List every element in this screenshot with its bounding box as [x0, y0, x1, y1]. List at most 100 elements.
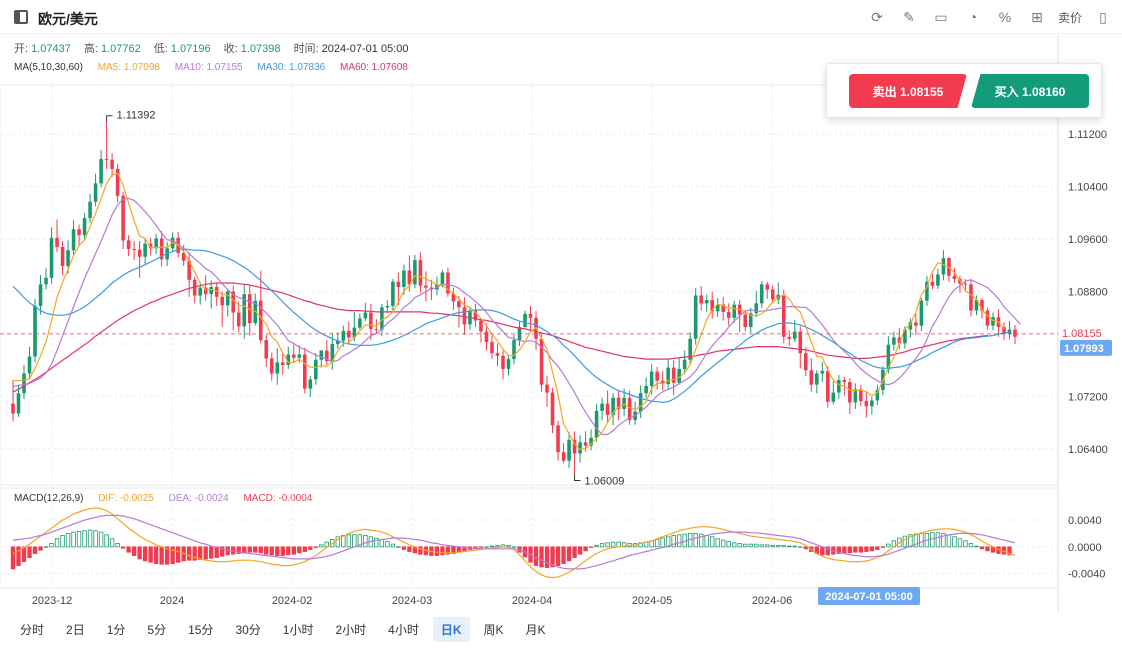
grid-icon[interactable]: ⊞: [1031, 8, 1043, 25]
candle-body: [418, 260, 423, 286]
candle-body: [870, 400, 874, 407]
period-10[interactable]: 周K: [483, 622, 504, 637]
macd-bar: [445, 546, 451, 555]
macd-bar: [120, 546, 126, 549]
period-11[interactable]: 月K: [525, 622, 546, 637]
candle-body: [11, 403, 15, 414]
layout-icon[interactable]: ▯: [1099, 8, 1107, 25]
period-5[interactable]: 30分: [235, 622, 261, 637]
macd-tick-label: -0.0040: [1068, 569, 1105, 581]
candle-body: [754, 303, 759, 314]
candle-body: [38, 284, 43, 306]
macd-bar: [253, 546, 258, 553]
candle-body: [765, 284, 770, 290]
macd-bar: [732, 542, 737, 548]
candle-body: [1002, 326, 1006, 335]
candle-body: [402, 270, 406, 287]
candle-body: [991, 317, 995, 326]
candle-body: [148, 243, 153, 249]
percent-icon[interactable]: %: [998, 9, 1012, 25]
candle-body: [473, 310, 478, 321]
period-4[interactable]: 15分: [188, 622, 214, 637]
buy-button[interactable]: 买入 1.08160: [971, 74, 1089, 108]
period-8[interactable]: 4小时: [388, 622, 419, 637]
candle-body: [501, 355, 505, 369]
candle-body: [528, 313, 533, 318]
macd-bar: [197, 546, 203, 560]
candle-body: [710, 300, 714, 312]
candle-body: [859, 389, 863, 402]
candle-body: [539, 338, 544, 385]
trade-panel: 卖出 1.08155 买入 1.08160: [826, 63, 1102, 118]
macd-bar: [759, 544, 764, 548]
draw-icon[interactable]: ✎: [903, 8, 915, 25]
sidebar-toggle-icon[interactable]: [14, 10, 28, 24]
sell-button[interactable]: 卖出 1.08155: [849, 74, 967, 108]
price-tick-label: 1.08800: [1068, 287, 1108, 299]
ma30-legend: MA30: 1.07836: [257, 62, 326, 73]
macd-bar: [913, 533, 919, 548]
macd-bar: [291, 546, 296, 555]
price-tick-label: 1.07200: [1068, 391, 1108, 403]
period-0[interactable]: 分时: [20, 622, 45, 637]
macd-bar: [126, 546, 131, 553]
macd-bar: [836, 546, 842, 554]
candle-body: [347, 330, 351, 338]
macd-bar: [401, 546, 407, 550]
macd-bar: [533, 546, 539, 566]
candle-body: [936, 274, 940, 286]
macd-bar: [286, 546, 291, 556]
candle-body: [181, 252, 186, 261]
candle-body: [963, 283, 968, 285]
candle-body: [44, 277, 48, 285]
sell-price-toggle[interactable]: 卖价: [1057, 10, 1082, 25]
chart-canvas[interactable]: 1.112001.104001.096001.088001.080001.072…: [0, 0, 1122, 612]
macd-bar: [853, 546, 858, 553]
ma60-legend: MA60: 1.07608: [339, 62, 408, 73]
candle-body: [132, 248, 136, 250]
candle-body: [583, 442, 588, 446]
candle-body: [693, 295, 698, 339]
period-6[interactable]: 1小时: [282, 622, 314, 637]
refresh-icon[interactable]: ⟳: [871, 8, 883, 25]
candle-body: [550, 392, 555, 426]
candle-body: [71, 229, 76, 251]
period-selector: 分时 2日 1分 5分 15分 30分 1小时 2小时 4小时 日K 周K 月K: [0, 614, 1122, 644]
candle-body: [457, 301, 461, 308]
candle-body: [391, 281, 395, 306]
macd-bar: [621, 542, 627, 548]
candle-body: [903, 329, 907, 344]
macd-bar: [434, 546, 440, 556]
candle-body: [363, 312, 368, 319]
candle-body: [605, 403, 610, 415]
period-2[interactable]: 1分: [106, 622, 126, 637]
macd-bar: [16, 546, 21, 566]
macd-bar: [220, 546, 225, 557]
crosshair-date-tag: 2024-07-01 05:00: [825, 591, 912, 603]
macd-bar: [27, 546, 32, 558]
candle-body: [495, 353, 500, 356]
period-3[interactable]: 5分: [147, 622, 167, 637]
candle-body: [842, 380, 847, 383]
candle-body: [831, 392, 836, 402]
ma10-legend: MA10: 1.07155: [174, 62, 243, 73]
pie-icon[interactable]: ◔: [968, 9, 978, 25]
macd-bar: [594, 545, 599, 548]
candle-body: [352, 327, 357, 338]
macd-bar: [203, 546, 208, 560]
period-7[interactable]: 2小时: [335, 622, 367, 637]
macd-bar: [506, 545, 511, 548]
title-bar: 欧元/美元 ⟳ ✎ ▭ ◔ % ⊞ 卖价 ▯: [0, 0, 1122, 34]
date-tick-label: 2024-03: [392, 595, 432, 607]
period-9[interactable]: 日K: [432, 616, 470, 642]
ohlc-readout: 开: 1.07437 高: 1.07762 低: 1.07196 收: 1.07398 …: [14, 40, 408, 56]
period-1[interactable]: 2日: [66, 622, 85, 637]
macd-bar: [919, 533, 924, 548]
high-annotation-label: 1.11392: [117, 110, 156, 122]
candle-body: [848, 382, 852, 403]
macd-bar: [550, 546, 555, 568]
candle-body: [666, 367, 670, 385]
chart-type-icon[interactable]: ▭: [934, 8, 948, 25]
macd-bar: [781, 545, 786, 548]
macd-bar: [897, 537, 902, 548]
